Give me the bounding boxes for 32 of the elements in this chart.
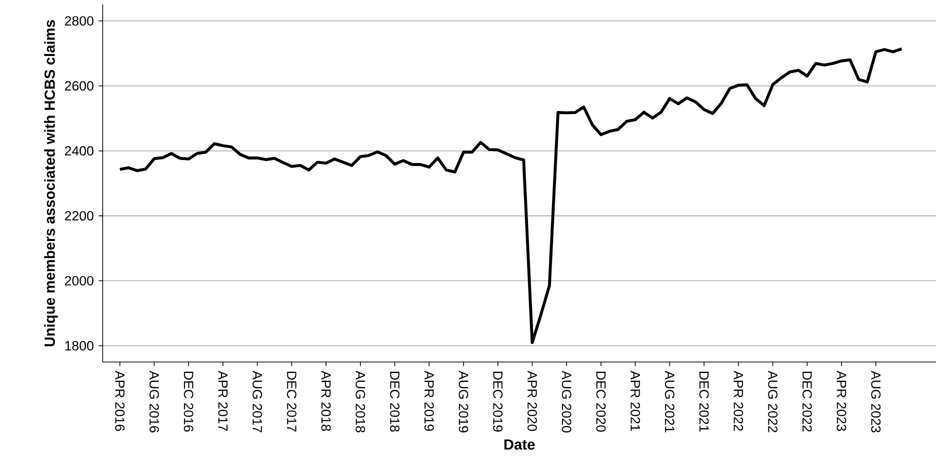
x-tick-label: DEC 2020 xyxy=(596,372,606,432)
x-tick-label: APR 2022 xyxy=(734,370,744,431)
x-tick-label: APR 2017 xyxy=(218,370,228,431)
x-tick-label: APR 2018 xyxy=(321,370,331,431)
x-tick-label: AUG 2023 xyxy=(871,370,881,432)
y-tick-label: 1800 xyxy=(65,341,94,350)
y-tick-label: 2000 xyxy=(64,276,94,286)
y-axis-title: Unique members associated with HCBS claims xyxy=(44,20,58,346)
y-tick-label: 2400 xyxy=(64,146,94,156)
x-tick-label: APR 2016 xyxy=(115,370,125,431)
x-tick-label: DEC 2021 xyxy=(699,372,709,432)
x-tick-label: AUG 2017 xyxy=(252,370,262,432)
x-tick-label: DEC 2018 xyxy=(390,372,400,432)
x-tick-label: AUG 2022 xyxy=(768,370,778,432)
y-tick-label: 2800 xyxy=(64,16,94,26)
x-tick-label: AUG 2019 xyxy=(458,370,468,432)
line-series xyxy=(118,47,904,344)
x-tick-label: APR 2021 xyxy=(630,370,640,431)
x-tick-label: DEC 2019 xyxy=(493,372,503,432)
x-tick-label: DEC 2022 xyxy=(802,372,812,432)
x-tick-label: DEC 2016 xyxy=(184,372,194,432)
x-tick-label: APR 2023 xyxy=(836,370,846,431)
x-tick-label: AUG 2016 xyxy=(150,370,159,432)
y-tick-label: 2600 xyxy=(64,81,94,91)
y-tick-label: 2200 xyxy=(64,211,94,221)
x-tick-label: APR 2020 xyxy=(528,370,537,431)
x-axis-title: Date xyxy=(504,439,535,450)
x-tick-label: DEC 2017 xyxy=(286,372,296,432)
x-tick-label: AUG 2021 xyxy=(664,370,674,432)
x-tick-label: AUG 2018 xyxy=(356,370,366,432)
x-tick-label: AUG 2020 xyxy=(562,370,572,432)
x-tick-label: APR 2019 xyxy=(424,370,434,431)
